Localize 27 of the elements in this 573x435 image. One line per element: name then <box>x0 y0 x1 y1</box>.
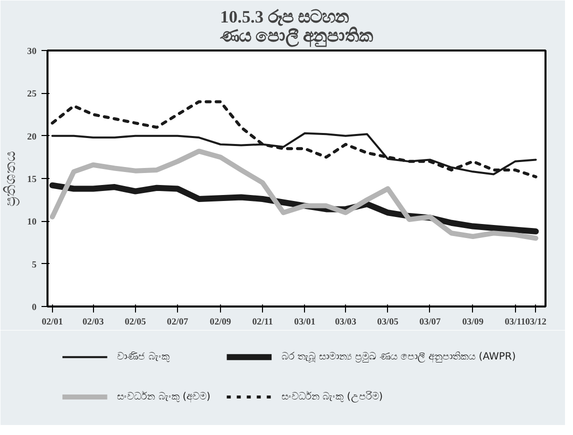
y-tick-label: 10 <box>27 218 37 228</box>
legend-label: වාණිජ බැංකු <box>117 352 170 363</box>
x-tick-label: 03/09 <box>462 318 484 328</box>
x-tick-label: 02/11 <box>252 318 274 328</box>
y-tick-label: 20 <box>27 132 37 142</box>
x-tick-label: 02/07 <box>166 318 188 328</box>
x-tick-label: 03/03 <box>334 318 357 328</box>
x-tick-label: 02/01 <box>42 318 64 328</box>
legend-label: සංවර්ධන බැංකු (උපරිම) <box>282 390 383 402</box>
x-tick-label: 03/07 <box>419 318 441 328</box>
x-tick-label: 03/05 <box>377 318 399 328</box>
x-tick-label: 03/11 <box>504 318 526 328</box>
x-tick-label: 03/12 <box>525 318 547 328</box>
chart-title: 10.5.3 රූප සටහන ණය පොලී අනුපාතික <box>220 8 373 48</box>
y-tick-label: 25 <box>27 90 37 100</box>
x-tick-label: 03/01 <box>294 318 316 328</box>
line-series <box>50 100 538 178</box>
legend-label: සංවර්ධන බැංකු (අවම) <box>117 390 210 402</box>
x-tick-label: 02/03 <box>82 318 104 328</box>
y-tick-label: 15 <box>27 175 37 185</box>
y-tick-label: 5 <box>32 260 37 270</box>
x-tick-label: 02/09 <box>210 318 232 328</box>
y-tick-label: 0 <box>32 303 37 313</box>
y-axis-title: ප්‍රතිශතය <box>3 150 20 206</box>
legend-label: බර තැබූ සාමාන්‍ය ප්‍රමුඛ ණය පොලී අනුපාතිකය (AWPR) <box>282 350 516 363</box>
x-tick-label: 02/05 <box>124 318 146 328</box>
y-tick-label: 30 <box>27 47 37 57</box>
